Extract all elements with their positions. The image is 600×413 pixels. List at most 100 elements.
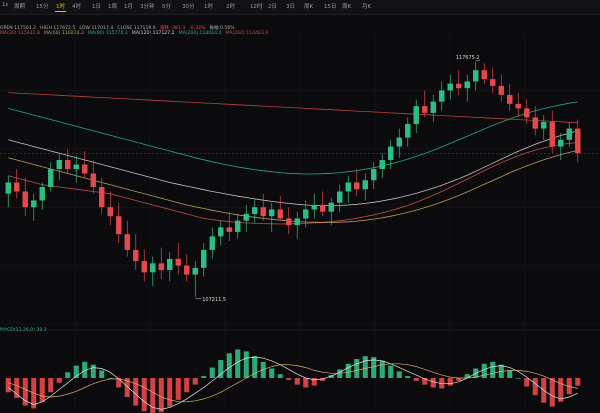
timeframe-19[interactable]: 月K	[362, 4, 372, 10]
candle-body	[396, 137, 402, 147]
macd-bar	[575, 378, 581, 386]
timeframe-6[interactable]: 1周	[108, 4, 117, 10]
macd-bar	[90, 364, 96, 378]
candle-body	[481, 70, 487, 80]
macd-bar	[133, 378, 139, 406]
candle-body	[133, 249, 139, 262]
macd-bar	[116, 378, 122, 388]
macd-bar	[82, 361, 88, 378]
timeframe-3[interactable]: 1时	[55, 4, 66, 12]
candle-body	[515, 103, 521, 109]
macd-bar	[22, 378, 28, 406]
candle-body	[201, 249, 207, 268]
candle-body	[549, 121, 555, 147]
candle-body	[22, 191, 28, 208]
timeframe-11[interactable]: 1时	[204, 4, 213, 10]
timeframe-7[interactable]: 1月	[124, 4, 133, 10]
macd-bar	[184, 378, 190, 393]
macd-bar	[260, 361, 266, 378]
timeframe-0[interactable]: 1s	[2, 2, 9, 8]
legend-main-4: 涨跌 -381.3	[159, 26, 186, 31]
macd-bar	[167, 378, 173, 407]
candle-body	[175, 258, 181, 266]
macd-bar	[464, 374, 470, 378]
timeframe-12[interactable]: 2时	[226, 4, 235, 10]
macd-bar	[481, 363, 487, 378]
candle-body	[405, 124, 411, 138]
low-price-label: 107211.5	[202, 297, 226, 303]
candle-body	[107, 207, 113, 217]
candle-body	[286, 218, 292, 226]
macd-bar	[48, 378, 54, 393]
candle-body	[48, 169, 54, 187]
candle-body	[362, 180, 368, 190]
candle-body	[294, 218, 300, 226]
macd-bar	[447, 378, 453, 386]
candle-body	[31, 200, 37, 208]
candle-body	[209, 236, 215, 250]
timeframe-18[interactable]: 周K	[342, 4, 352, 10]
macd-bar	[422, 378, 428, 385]
macd-bar	[124, 378, 130, 397]
timeframe-15[interactable]: 3日	[286, 4, 295, 10]
candle-body	[14, 182, 20, 192]
macd-legend: MACD(12,26,9) 28.3	[0, 328, 47, 333]
candle-body	[150, 263, 156, 273]
timeframe-5[interactable]: 1日	[92, 4, 101, 10]
candle-body	[90, 173, 96, 187]
candle-body	[379, 160, 385, 170]
candle-body	[447, 83, 453, 91]
macd-bar	[524, 378, 530, 387]
price-chart[interactable]: 117675.2 107211.5	[0, 14, 600, 413]
timeframe-16[interactable]: 周K	[304, 4, 314, 10]
candle-body	[116, 216, 122, 235]
timeframe-17[interactable]: 15日	[324, 4, 337, 10]
macd-bar	[5, 378, 11, 393]
candle-body	[65, 160, 71, 170]
candle-body	[260, 207, 266, 217]
timeframe-2[interactable]: 15分	[36, 4, 49, 10]
macd-bar	[490, 361, 496, 378]
timeframe-10[interactable]: 30分	[182, 4, 195, 10]
candle-body	[303, 209, 309, 219]
candle-body	[269, 209, 275, 217]
candle-body	[158, 263, 164, 271]
timeframe-14[interactable]: 2日	[268, 4, 277, 10]
legend-main-1: HIGH 117672.5	[40, 26, 76, 31]
candle-body	[337, 191, 343, 203]
candle-body	[498, 85, 504, 95]
macd-bar	[218, 359, 224, 378]
timeframe-13[interactable]: 12时	[250, 4, 263, 10]
macd-bar	[379, 360, 385, 378]
candle-body	[56, 160, 62, 170]
candle-body	[524, 108, 530, 118]
legend-main-0: OPEN 117501.2	[0, 26, 37, 31]
timeframe-8[interactable]: 3分钟	[140, 4, 155, 10]
macd-bar	[396, 371, 402, 378]
candle-body	[371, 169, 377, 181]
candle-body	[39, 186, 45, 201]
timeframe-4[interactable]: 4时	[72, 4, 81, 10]
candle-body	[490, 79, 496, 86]
macd-bar	[99, 370, 105, 378]
macd-bar	[243, 351, 249, 378]
candle-body	[413, 106, 419, 125]
timeframe-toolbar: 1s 周期 15分 1时 4时 1日 1周 1月 3分钟 5分 30分 1时 2时 12时 2日 3日 周K 15…	[0, 0, 600, 15]
macd-bar	[558, 378, 564, 402]
candle-body	[277, 209, 283, 219]
ma-line-4	[8, 92, 578, 124]
macd-bar	[175, 378, 181, 400]
legend-main-5: -0.32%	[189, 26, 206, 31]
macd-dif-line	[8, 356, 578, 410]
timeframe-9[interactable]: 5分	[162, 4, 171, 10]
candle-body	[464, 81, 470, 89]
macd-bar	[73, 365, 79, 378]
macd-bar	[456, 378, 462, 381]
macd-bar	[14, 378, 20, 398]
macd-bar	[311, 378, 317, 386]
macd-bar	[277, 374, 283, 378]
timeframe-1[interactable]: 周期	[14, 4, 26, 10]
macd-bar	[303, 378, 309, 388]
candle-body	[430, 101, 436, 113]
candle-body	[532, 117, 538, 129]
